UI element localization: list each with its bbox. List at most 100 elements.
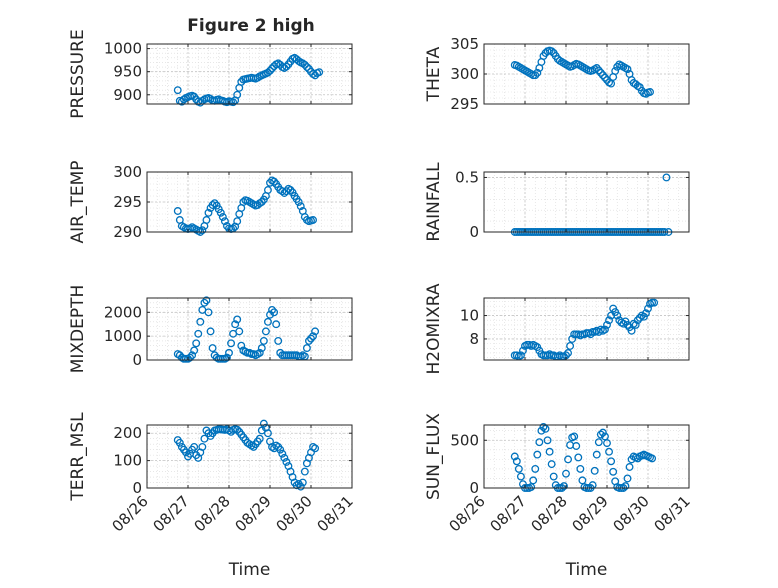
- y-tick-label: 8: [469, 330, 479, 348]
- data-point: [302, 63, 311, 72]
- data-point: [594, 438, 603, 447]
- data-point: [547, 47, 556, 56]
- data-point: [564, 455, 572, 464]
- data-point: [266, 310, 274, 319]
- x-axis-label: Time: [565, 560, 608, 580]
- data-point: [278, 449, 287, 458]
- data-point: [196, 317, 205, 326]
- data-point: [179, 95, 188, 104]
- y-axis-label: THETA: [424, 46, 444, 102]
- y-axis-label: AIR_TEMP: [68, 161, 88, 244]
- data-point: [264, 317, 272, 326]
- minor-grid: [483, 298, 690, 360]
- data-point: [611, 67, 620, 75]
- data-point: [601, 73, 609, 82]
- subplot-4: 0 0.5 RAINFALL: [424, 162, 690, 242]
- data-point: [259, 419, 268, 428]
- data-point: [576, 464, 585, 473]
- data-point: [188, 351, 197, 360]
- data-point: [235, 327, 244, 336]
- data-point: [529, 476, 538, 485]
- ticks: [146, 298, 353, 361]
- ticks: [146, 171, 353, 233]
- data-point: [300, 60, 309, 69]
- data-point: [514, 464, 523, 473]
- data-point: [257, 344, 266, 353]
- data-point: [547, 460, 556, 469]
- data-point: [286, 186, 295, 194]
- data-point: [198, 226, 207, 235]
- y-tick-label: 100: [113, 452, 142, 470]
- data-series: [510, 46, 654, 98]
- data-point: [282, 458, 291, 466]
- subplot-6: 8 10 H2OMIXRA: [424, 283, 690, 375]
- data-point: [268, 305, 276, 314]
- data-point: [537, 426, 546, 435]
- data-point: [533, 450, 542, 459]
- minor-grid: [146, 425, 353, 489]
- data-point: [186, 353, 194, 362]
- data-series: [173, 419, 320, 491]
- data-point: [222, 353, 231, 362]
- ticks: [483, 298, 690, 360]
- ticks: [483, 172, 690, 233]
- data-point: [307, 334, 315, 343]
- data-point: [190, 346, 199, 355]
- y-axis-label: PRESSURE: [68, 29, 88, 118]
- data-point: [598, 71, 607, 80]
- data-point: [210, 199, 219, 208]
- data-point: [603, 439, 611, 448]
- data-point: [627, 326, 636, 335]
- data-point: [294, 198, 303, 206]
- y-tick-label: 500: [450, 431, 479, 449]
- y-tick-label: 200: [113, 424, 142, 442]
- ticks: [483, 43, 690, 105]
- data-point: [613, 311, 622, 320]
- data-point: [300, 467, 309, 476]
- data-point: [562, 469, 570, 478]
- y-tick-label: 305: [450, 35, 479, 53]
- data-point: [533, 68, 542, 77]
- data-point: [204, 208, 213, 217]
- data-point: [572, 442, 581, 450]
- data-point: [662, 173, 671, 182]
- data-point: [173, 207, 182, 215]
- data-point: [264, 68, 272, 77]
- axes-box: [483, 424, 690, 489]
- subplot-1: 900 950 1000 PRESSURE: [68, 29, 353, 119]
- data-point: [231, 320, 240, 329]
- data-point: [574, 453, 583, 462]
- minor-grid: [483, 43, 690, 105]
- data-point: [644, 304, 652, 313]
- data-point: [309, 332, 317, 341]
- data-point: [568, 334, 577, 343]
- data-point: [596, 430, 605, 439]
- y-tick-label: 950: [113, 63, 142, 81]
- data-point: [227, 339, 235, 348]
- data-point: [516, 472, 525, 481]
- data-point: [264, 429, 272, 438]
- data-point: [586, 330, 595, 339]
- data-point: [635, 313, 644, 322]
- y-axis-label: TERR_MSL: [68, 412, 88, 502]
- data-point: [270, 177, 279, 186]
- data-point: [272, 320, 281, 329]
- data-point: [302, 344, 311, 353]
- data-point: [625, 463, 634, 471]
- y-tick-label: 0.5: [455, 168, 479, 186]
- y-axis-label: RAINFALL: [424, 162, 444, 242]
- data-point: [564, 349, 572, 357]
- data-point: [601, 432, 609, 441]
- data-point: [566, 342, 575, 350]
- data-point: [225, 348, 233, 357]
- y-tick-label: 290: [113, 223, 142, 241]
- data-point: [592, 450, 601, 459]
- axes-box: [483, 297, 690, 361]
- data-point: [266, 66, 274, 75]
- data-point: [623, 474, 632, 483]
- subplot-5: 0 1000 2000 MIXDEPTH: [68, 285, 353, 373]
- data-point: [229, 98, 238, 107]
- data-point: [218, 213, 227, 221]
- data-point: [607, 457, 616, 466]
- data-point: [609, 467, 618, 476]
